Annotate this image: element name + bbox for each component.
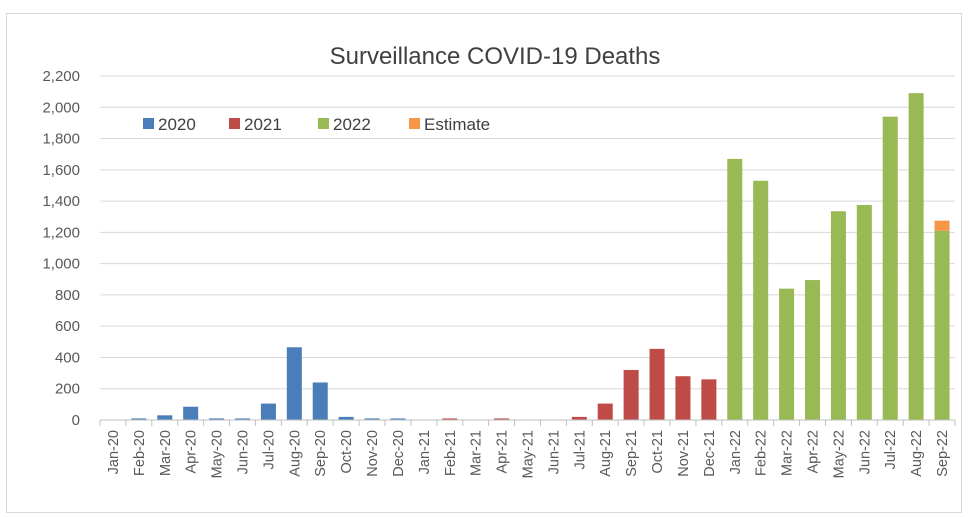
bar-2020 <box>390 418 406 420</box>
x-tick-label: Mar-20 <box>158 430 174 476</box>
x-tick-label: Jul-22 <box>883 430 899 470</box>
bar-2020 <box>364 418 380 420</box>
bar-2021 <box>571 416 587 420</box>
bar-2022 <box>908 93 924 420</box>
y-tick-label: 2,200 <box>42 68 80 85</box>
bar-2021 <box>623 369 639 420</box>
y-tick-label: 0 <box>72 412 80 429</box>
x-tick-label: Aug-21 <box>598 430 614 477</box>
legend-swatch <box>409 118 420 129</box>
bar-2021 <box>442 418 458 420</box>
x-tick-label: Dec-21 <box>702 430 718 477</box>
y-tick-label: 600 <box>55 318 80 335</box>
x-tick-label: Apr-22 <box>806 430 822 474</box>
bar-2022 <box>882 116 898 421</box>
bar-2020 <box>234 418 251 420</box>
bar-2022 <box>727 158 743 420</box>
x-tick-label: Feb-20 <box>132 430 148 476</box>
legend-label: 2022 <box>333 115 371 134</box>
gridlines <box>100 75 955 390</box>
x-tick-label: Sep-21 <box>624 430 640 477</box>
legend-label: 2020 <box>158 115 196 134</box>
bar-2020 <box>157 415 173 420</box>
x-tick-label: Feb-21 <box>443 430 459 476</box>
bar-2021 <box>494 418 510 420</box>
x-tick-label: Jul-20 <box>261 430 277 470</box>
x-tick-label: Nov-20 <box>365 430 381 477</box>
x-tick-label: Nov-21 <box>676 430 692 477</box>
bar-2022 <box>779 288 795 420</box>
chart-frame <box>6 13 962 513</box>
bar-estimate <box>934 220 950 231</box>
bar-2022 <box>830 211 846 420</box>
x-tick-label: Jan-20 <box>106 430 122 474</box>
x-tick-label: Aug-22 <box>909 430 925 477</box>
x-tick-label: Jan-21 <box>417 430 433 474</box>
y-tick-label: 2,000 <box>42 99 80 116</box>
x-tick-label: Oct-21 <box>650 430 666 474</box>
y-tick-label: 1,800 <box>42 131 80 148</box>
legend-swatch <box>143 118 154 129</box>
y-tick-label: 800 <box>55 287 80 304</box>
bar-2021 <box>701 379 717 420</box>
x-tick-label: Apr-20 <box>184 430 200 474</box>
x-tick-label: Sep-20 <box>313 430 329 477</box>
legend-label: 2021 <box>244 115 282 134</box>
x-tick-label: Mar-22 <box>780 430 796 476</box>
legend-swatch <box>318 118 329 129</box>
chart-title: Surveillance COVID-19 Deaths <box>330 43 661 70</box>
x-tick-label: Aug-20 <box>287 430 303 477</box>
y-tick-label: 1,400 <box>42 193 80 210</box>
x-tick-label: May-21 <box>521 430 537 478</box>
x-axis-ticks: Jan-20 Feb-20 Mar-20 Apr-20 May-20 Jun-20 Jul-… <box>106 430 951 478</box>
bar-2021 <box>597 403 613 420</box>
x-tick-label: Mar-21 <box>469 430 485 476</box>
x-tick-label: Dec-20 <box>391 430 407 477</box>
x-tick-label: May-20 <box>210 430 226 478</box>
x-axis <box>99 419 956 426</box>
y-axis-ticks: 0 200 400 600 800 1,000 1,200 1,400 1,600 1,800 2,… <box>42 68 80 429</box>
x-tick-label: Sep-22 <box>935 430 951 477</box>
y-tick-label: 1,000 <box>42 256 80 273</box>
legend-swatch <box>229 118 240 129</box>
x-tick-label: Apr-21 <box>495 430 511 474</box>
bar-2020 <box>312 382 328 420</box>
bar-2022 <box>856 205 872 420</box>
x-tick-label: Feb-22 <box>754 430 770 476</box>
x-tick-label: Jan-22 <box>728 430 744 474</box>
bar-2020 <box>286 347 302 420</box>
bar-2022 <box>934 230 950 420</box>
x-tick-label: Jun-21 <box>546 430 562 474</box>
x-tick-label: May-22 <box>831 430 847 478</box>
x-tick-label: Jul-21 <box>572 430 588 470</box>
bar-2020 <box>338 416 354 420</box>
legend: 2020 2021 2022 Estimate <box>143 115 490 134</box>
x-tick-label: Oct-20 <box>339 430 355 474</box>
bar-2020 <box>183 406 199 420</box>
bar-2021 <box>649 348 665 420</box>
y-tick-label: 1,200 <box>42 224 80 241</box>
x-tick-label: Jun-22 <box>857 430 873 474</box>
bar-2022 <box>804 280 821 420</box>
y-tick-label: 200 <box>55 381 80 398</box>
y-tick-label: 1,600 <box>42 162 80 179</box>
bar-2020 <box>260 403 276 420</box>
bar-2022 <box>753 180 769 420</box>
bar-2021 <box>675 376 691 420</box>
bar-2020 <box>209 418 225 420</box>
bars <box>131 93 950 421</box>
y-tick-label: 400 <box>55 349 80 366</box>
bar-2020 <box>131 418 147 420</box>
legend-label: Estimate <box>424 115 490 134</box>
x-tick-label: Jun-20 <box>236 430 252 474</box>
